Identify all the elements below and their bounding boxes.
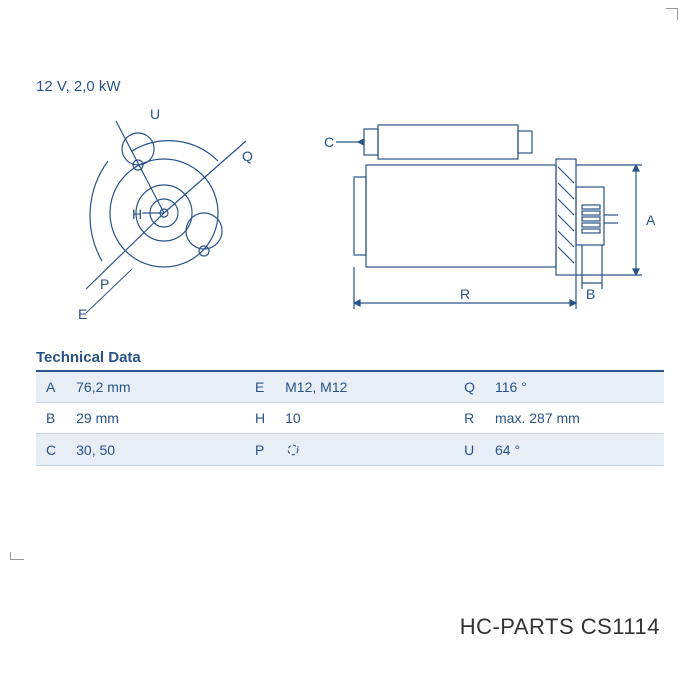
side-view-diagram: C A B R (306, 107, 666, 327)
table-title: Technical Data (36, 349, 664, 372)
label-c: C (324, 134, 334, 150)
spec-value: 76,2 mm (66, 372, 245, 403)
part-number: CS1114 (581, 614, 660, 639)
table-row: C30, 50P U64 ° (36, 434, 664, 466)
label-b: B (586, 286, 595, 302)
power-spec: 12 V, 2,0 kW (36, 78, 664, 95)
corner-cut-bottom (10, 552, 24, 560)
spec-key: U (454, 434, 485, 466)
label-r: R (460, 286, 470, 302)
table-row: A76,2 mmEM12, M12Q116 ° (36, 372, 664, 403)
brand-part-number: HC-PARTS CS1114 (460, 614, 660, 640)
label-p: P (100, 276, 109, 292)
label-q: Q (242, 148, 253, 164)
spec-value: M12, M12 (275, 372, 454, 403)
spec-value: 29 mm (66, 403, 245, 434)
spec-value (275, 434, 454, 466)
spec-key: R (454, 403, 485, 434)
spec-key: B (36, 403, 66, 434)
spec-value: 116 ° (485, 372, 664, 403)
rotation-icon (285, 442, 301, 458)
front-view-diagram: U Q H P E (46, 101, 296, 331)
technical-data-table: A76,2 mmEM12, M12Q116 °B29 mmH10Rmax. 28… (36, 372, 664, 466)
brand-name: HC-PARTS (460, 614, 574, 639)
spec-key: A (36, 372, 66, 403)
label-h: H (132, 206, 142, 222)
spec-key: P (245, 434, 275, 466)
spec-value: 30, 50 (66, 434, 245, 466)
spec-value: 10 (275, 403, 454, 434)
label-a: A (646, 212, 656, 228)
spec-key: H (245, 403, 275, 434)
label-u: U (150, 106, 160, 122)
spec-value: 64 ° (485, 434, 664, 466)
spec-key: C (36, 434, 66, 466)
spec-key: Q (454, 372, 485, 403)
spec-key: E (245, 372, 275, 403)
corner-cut-top (666, 8, 678, 20)
technical-diagram: U Q H P E (36, 101, 664, 331)
label-e: E (78, 306, 87, 322)
spec-value: max. 287 mm (485, 403, 664, 434)
table-row: B29 mmH10Rmax. 287 mm (36, 403, 664, 434)
